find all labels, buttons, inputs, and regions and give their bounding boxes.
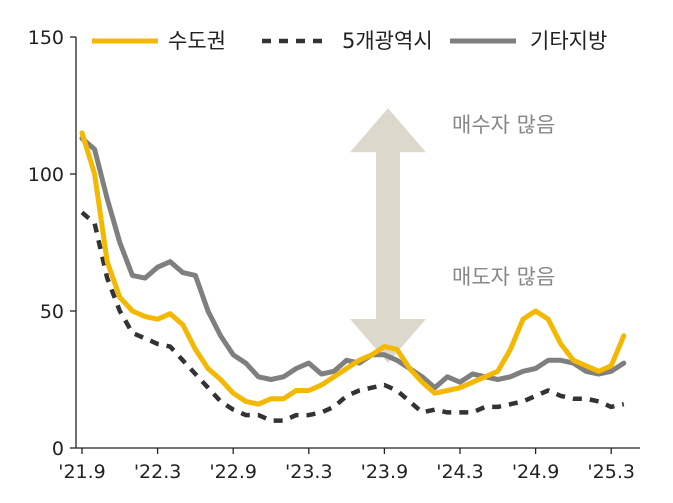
x-tick-label: '23.3 — [285, 461, 333, 483]
x-tick-label: '24.3 — [436, 461, 484, 483]
annotation-buyers: 매수자 많음 — [452, 113, 555, 137]
y-tick-label: 100 — [28, 164, 64, 186]
y-tick-label: 0 — [52, 438, 64, 460]
series-layer — [79, 130, 627, 423]
annotation-sellers: 매도자 많음 — [452, 265, 555, 289]
double-arrow-icon — [350, 108, 426, 364]
x-tick-label: '24.9 — [512, 461, 560, 483]
series-line-0 — [79, 130, 627, 407]
x-axis-ticks: '21.9 '22.3 '22.9 '23.3 '23.9 '24.3 '24.9 '25.3 — [58, 448, 635, 483]
y-tick-label: 150 — [28, 27, 64, 49]
x-tick-label: '22.3 — [134, 461, 182, 483]
legend-label-1: 5개광역시 — [342, 29, 433, 53]
legend: 수도권 5개광역시 기타지방 — [92, 29, 607, 53]
series-line-2 — [79, 135, 627, 391]
x-tick-label: '21.9 — [58, 461, 106, 483]
arrow-shape — [350, 108, 426, 364]
legend-label-2: 기타지방 — [530, 29, 607, 53]
series-line-1 — [80, 210, 625, 423]
y-axis-ticks: 0 50 100 150 — [28, 27, 76, 460]
legend-label-0: 수도권 — [168, 29, 226, 53]
y-tick-label: 50 — [40, 301, 64, 323]
x-tick-label: '25.3 — [587, 461, 635, 483]
x-tick-label: '23.9 — [361, 461, 409, 483]
x-tick-label: '22.9 — [209, 461, 257, 483]
